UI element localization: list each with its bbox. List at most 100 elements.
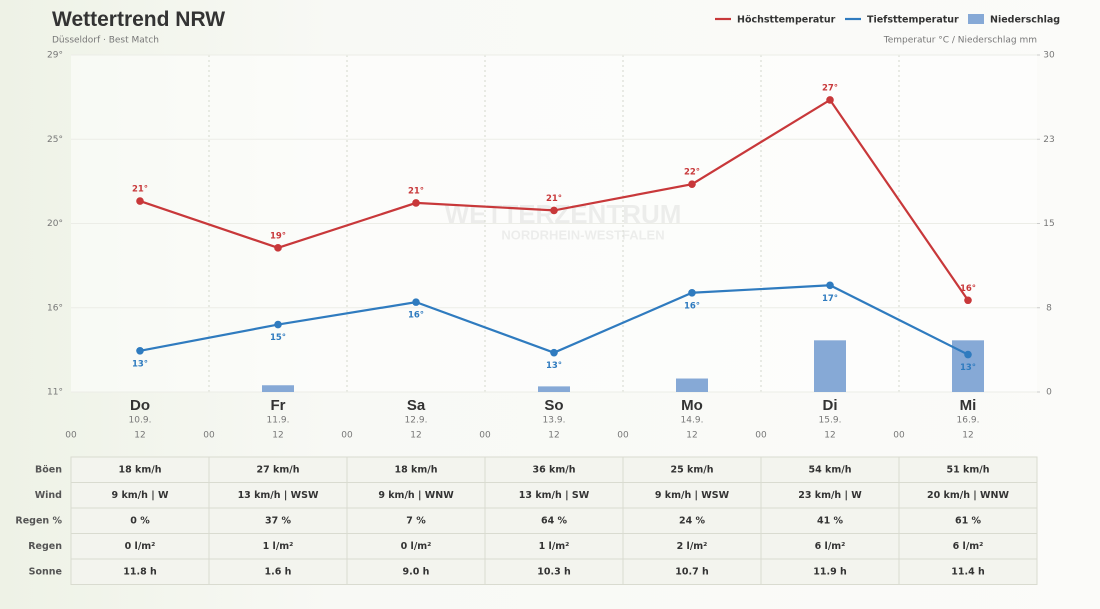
table-cell-text: 9 km/h | W	[112, 490, 169, 501]
data-label: 17°	[822, 294, 838, 304]
table-cell	[208, 558, 348, 585]
data-label: 13°	[132, 359, 148, 369]
temp-point	[412, 199, 420, 207]
hour-label: 12	[134, 431, 145, 441]
legend-label: Tiefsttemperatur	[867, 15, 959, 26]
table-cell	[622, 507, 762, 534]
legend-swatch	[968, 14, 984, 24]
data-label: 13°	[546, 361, 562, 371]
date-label: 14.9.	[681, 416, 704, 426]
date-label: 13.9.	[543, 416, 566, 426]
table-cell-text: 1.6 h	[265, 566, 292, 577]
data-label: 27°	[822, 83, 838, 93]
precip-bar	[676, 378, 708, 392]
watermark: WETTERZENTRUM	[445, 199, 682, 229]
hour-label: 00	[479, 431, 491, 441]
x-tick-label: Do	[130, 397, 150, 414]
date-label: 10.9.	[129, 416, 152, 426]
temp-point	[964, 296, 972, 305]
temp-point	[550, 348, 558, 357]
hour-label: 12	[686, 431, 697, 441]
table-cell	[208, 507, 348, 534]
y-tick-label: 16°	[47, 303, 63, 313]
table-cell	[70, 456, 210, 483]
x-tick-label: Di	[823, 397, 838, 414]
row-label: Regen %	[15, 515, 62, 526]
date-label: 16.9.	[957, 416, 980, 426]
table-cell	[484, 482, 624, 509]
unit-label: Temperatur °C / Niederschlag mm	[883, 36, 1037, 46]
table-cell	[622, 558, 762, 585]
table-cell	[760, 507, 900, 534]
date-label: 12.9.	[405, 416, 428, 426]
table-cell-text: 13 km/h | WSW	[238, 490, 319, 501]
table-cell	[484, 507, 624, 534]
table-cell-text: 61 %	[955, 515, 982, 526]
table-cell	[760, 533, 900, 560]
temp-point	[688, 180, 696, 188]
data-label: 16°	[684, 301, 700, 311]
hour-label: 12	[272, 431, 283, 441]
temp-point	[412, 298, 420, 306]
table-cell-text: 9 km/h | WSW	[655, 490, 730, 501]
hour-label: 12	[410, 431, 421, 441]
x-tick-label: Mo	[681, 397, 703, 414]
x-tick-label: Mi	[960, 397, 977, 414]
table-cell-text: 0 %	[130, 515, 150, 526]
data-label: 16°	[960, 284, 976, 294]
table-cell-text: 11.8 h	[123, 566, 157, 577]
table-cell-text: 41 %	[817, 515, 844, 526]
row-label: Böen	[35, 464, 62, 475]
table-cell-text: 10.3 h	[537, 566, 571, 577]
temp-point	[274, 320, 282, 329]
row-label: Regen	[28, 541, 62, 552]
table-cell-text: 54 km/h	[809, 464, 852, 475]
data-label: 13°	[960, 363, 976, 373]
chart: 11° 16° 20° 25° 29° 0 8 15 23 30 Do 10.9. Fr 11.9. Sa 1…	[15, 14, 1060, 585]
temp-point	[964, 350, 972, 359]
data-label: 21°	[132, 185, 148, 195]
data-label: 21°	[546, 194, 562, 204]
date-label: 15.9.	[819, 416, 842, 426]
data-label: 16°	[408, 311, 424, 321]
table-cell	[622, 482, 762, 509]
watermark: NORDRHEIN-WESTFALEN	[501, 227, 664, 242]
y-tick-label: 25°	[47, 135, 63, 145]
hour-label: 00	[755, 431, 767, 441]
y2-tick-label: 8	[1046, 303, 1052, 313]
table-cell-text: 18 km/h	[119, 464, 162, 475]
table-cell-text: 7 %	[406, 515, 426, 526]
precip-bar	[538, 386, 570, 392]
y2-tick-label: 30	[1043, 51, 1055, 61]
data-label: 22°	[684, 168, 700, 178]
legend-label: Niederschlag	[990, 15, 1060, 26]
legend-label: Höchsttemperatur	[737, 15, 836, 26]
table-cell-text: 24 %	[679, 515, 706, 526]
row-label: Sonne	[29, 566, 62, 577]
hour-label: 00	[65, 431, 77, 441]
title: Wettertrend NRW	[52, 8, 225, 31]
precip-bar	[814, 340, 846, 392]
subtitle: Düsseldorf · Best Match	[52, 36, 159, 46]
hour-label: 12	[548, 431, 559, 441]
y-tick-label: 20°	[47, 219, 63, 229]
table-cell-text: 27 km/h	[257, 464, 300, 475]
table-cell	[898, 507, 1038, 534]
table-cell	[760, 558, 900, 585]
table-cell-text: 0 l/m²	[401, 541, 432, 552]
y-tick-label: 29°	[47, 51, 63, 61]
data-label: 21°	[408, 186, 424, 196]
table-cell	[760, 456, 900, 483]
table-cell-text: 11.4 h	[951, 566, 985, 577]
table-cell-text: 11.9 h	[813, 566, 847, 577]
table-cell	[70, 533, 210, 560]
precip-bar	[262, 385, 294, 392]
table-cell	[208, 482, 348, 509]
y2-tick-label: 15	[1043, 219, 1054, 229]
hour-label: 00	[893, 431, 905, 441]
table-cell	[898, 558, 1038, 585]
table-cell	[622, 456, 762, 483]
table-cell-text: 9.0 h	[403, 566, 430, 577]
temp-point	[274, 244, 282, 252]
table-cell	[70, 558, 210, 585]
